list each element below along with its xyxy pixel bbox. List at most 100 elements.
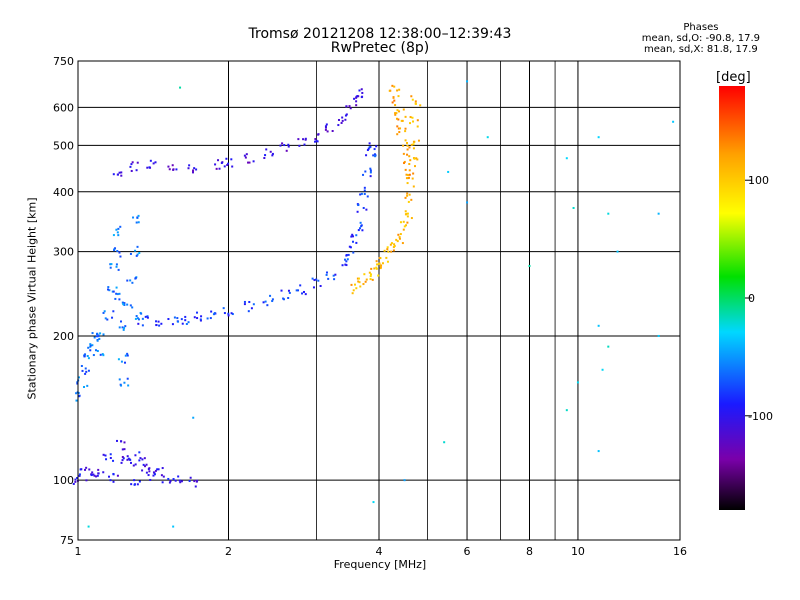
- data-point: [408, 173, 411, 176]
- data-point: [92, 473, 95, 476]
- data-point: [333, 278, 336, 281]
- data-point: [349, 107, 352, 110]
- data-point: [112, 480, 115, 483]
- data-point: [121, 448, 124, 451]
- data-point: [288, 291, 291, 294]
- data-point: [180, 318, 183, 321]
- data-point: [374, 155, 377, 158]
- data-point: [109, 266, 112, 269]
- data-point: [367, 147, 370, 150]
- data-point: [213, 312, 216, 315]
- data-point: [407, 200, 410, 203]
- data-point: [85, 466, 88, 469]
- data-point: [398, 88, 401, 91]
- data-point: [199, 318, 202, 321]
- data-point: [214, 163, 217, 166]
- data-point: [443, 441, 446, 444]
- data-point: [565, 157, 568, 160]
- data-point: [129, 279, 132, 282]
- data-point: [262, 301, 265, 304]
- data-point: [407, 174, 410, 177]
- data-point: [117, 227, 120, 230]
- data-point: [317, 133, 320, 136]
- data-point: [227, 314, 230, 317]
- data-point: [134, 277, 137, 280]
- data-point: [126, 455, 129, 458]
- data-point: [352, 289, 355, 292]
- data-point: [181, 322, 184, 325]
- data-point: [245, 153, 248, 156]
- data-point: [146, 166, 149, 169]
- data-point: [96, 332, 99, 335]
- data-point: [393, 243, 396, 246]
- data-point: [188, 480, 191, 483]
- data-point: [302, 138, 305, 141]
- y-tick-labels: 75 100 200 300 400 500 600 750: [53, 55, 74, 547]
- data-point: [135, 221, 138, 224]
- colorbar-tick-label: -100: [748, 410, 773, 423]
- data-point: [399, 233, 402, 236]
- data-point: [250, 307, 253, 310]
- data-point: [398, 131, 401, 134]
- data-point: [363, 192, 366, 195]
- data-point: [390, 242, 393, 245]
- data-point: [83, 385, 86, 388]
- data-point: [134, 463, 137, 466]
- data-point: [324, 128, 327, 131]
- data-point: [486, 136, 489, 139]
- data-point: [360, 224, 363, 227]
- data-point: [136, 161, 139, 164]
- data-point: [370, 267, 373, 270]
- data-point: [104, 317, 107, 320]
- data-point: [168, 168, 171, 171]
- data-point: [397, 127, 400, 130]
- data-point: [107, 286, 110, 289]
- data-point: [77, 391, 80, 394]
- data-point: [102, 311, 105, 314]
- data-point: [378, 256, 381, 259]
- data-point: [149, 478, 152, 481]
- data-point: [137, 221, 140, 224]
- data-point: [405, 177, 408, 180]
- data-point: [176, 317, 179, 320]
- data-point: [152, 162, 155, 165]
- data-point: [341, 119, 344, 122]
- data-point: [401, 242, 404, 245]
- data-point: [171, 164, 174, 167]
- data-point: [315, 278, 318, 281]
- data-point: [148, 470, 151, 473]
- data-point: [528, 264, 531, 267]
- data-point: [130, 163, 133, 166]
- data-point: [409, 116, 412, 119]
- data-point: [399, 221, 402, 224]
- data-point: [298, 144, 301, 147]
- data-point: [115, 439, 118, 442]
- data-point: [137, 322, 140, 325]
- data-point: [319, 284, 322, 287]
- data-point: [365, 154, 368, 157]
- data-point: [352, 235, 355, 238]
- data-point: [326, 130, 329, 133]
- data-point: [223, 165, 226, 168]
- data-point: [344, 114, 347, 117]
- data-point: [123, 326, 126, 329]
- data-point: [404, 139, 407, 142]
- data-point: [87, 525, 90, 528]
- data-point: [173, 316, 176, 319]
- data-point: [102, 453, 105, 456]
- data-point: [78, 473, 81, 476]
- data-point: [132, 216, 135, 219]
- data-point: [177, 320, 180, 323]
- data-point: [271, 154, 274, 157]
- data-point: [129, 461, 132, 464]
- data-point: [126, 377, 129, 380]
- data-point: [324, 125, 327, 128]
- data-point: [419, 104, 422, 107]
- data-point: [283, 144, 286, 147]
- data-point: [145, 471, 148, 474]
- data-point: [394, 104, 397, 107]
- data-point: [372, 501, 375, 504]
- data-point: [398, 110, 401, 113]
- data-point: [281, 142, 284, 145]
